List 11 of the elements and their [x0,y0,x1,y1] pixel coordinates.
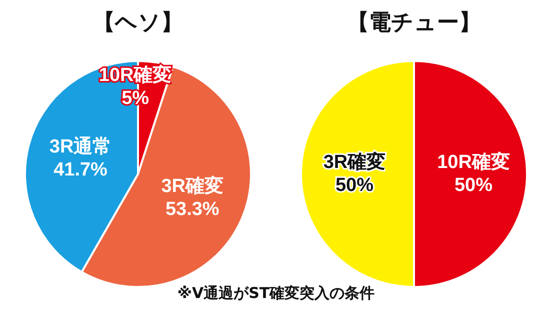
slice-label: 3R確変 [323,151,386,173]
data-label: 50% [335,175,374,196]
data-label: 50% [454,175,493,196]
data-label: 41.7% [54,160,108,181]
data-label: 53.3% [165,199,220,220]
slice-label: 3R確変 [161,175,224,198]
slice-label: 10R確変 [437,151,510,173]
text: ※V通過がST確変突入の条件 [176,284,376,303]
slice-label: 3R通常 [49,136,112,158]
chart-title: 【電チュー】 [347,10,481,34]
chart-title: 【ヘソ】 [93,10,183,34]
